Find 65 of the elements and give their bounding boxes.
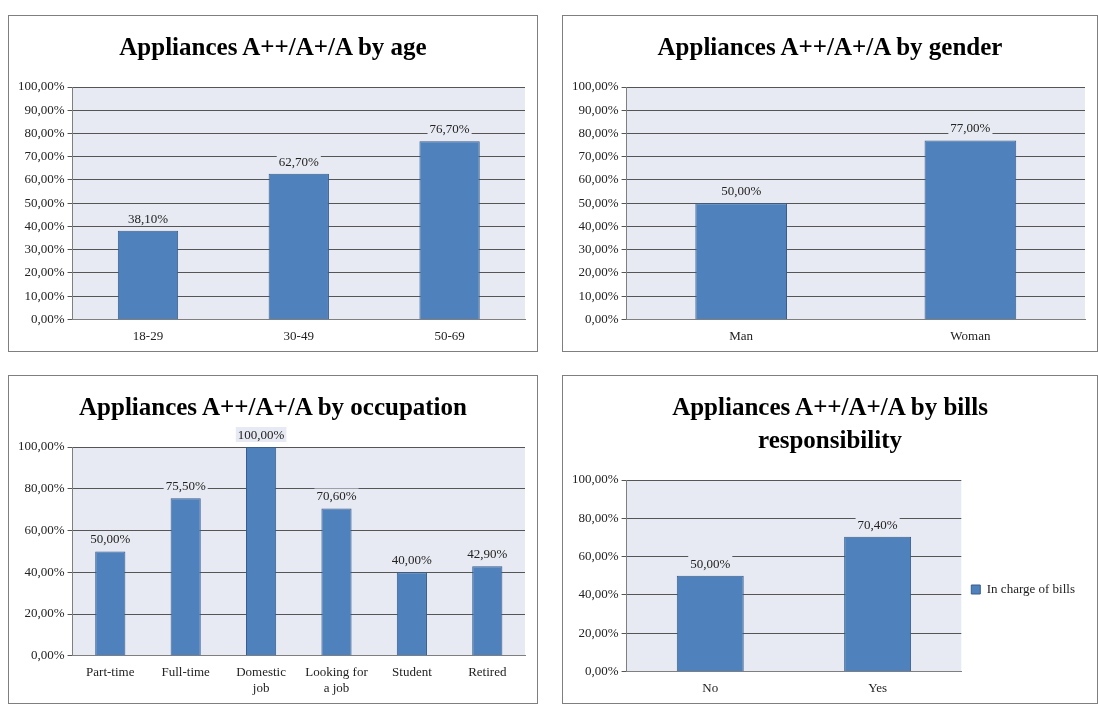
y-tick-label: 20,00% xyxy=(578,624,619,640)
y-tick-label: 80,00% xyxy=(578,509,619,525)
y-tick-label: 60,00% xyxy=(24,521,65,537)
x-tick-label: 30-49 xyxy=(283,327,314,343)
y-tick-label: 40,00% xyxy=(578,586,619,602)
data-label: 40,00% xyxy=(391,552,433,568)
y-tick-label: 100,00% xyxy=(571,471,619,487)
y-tick-label: 60,00% xyxy=(24,171,65,187)
chart-title: Appliances A++/A+/A by age xyxy=(118,32,428,62)
x-tick-label: 18-29 xyxy=(132,327,164,343)
y-tick-label: 60,00% xyxy=(578,547,619,563)
x-tick-label: Domestic job xyxy=(236,664,287,695)
x-tick-label: Student xyxy=(392,664,433,680)
x-tick-label: Yes xyxy=(868,679,888,695)
y-tick-label: 0,00% xyxy=(584,662,619,678)
x-tick-label: Retired xyxy=(468,664,507,680)
y-tick-label: 100,00% xyxy=(17,78,65,94)
chart-title: Appliances A++/A+/A by occupation xyxy=(78,392,468,422)
y-tick-label: 50,00% xyxy=(24,194,65,210)
data-label: 77,00% xyxy=(950,120,991,136)
y-tick-label: 100,00% xyxy=(571,78,619,94)
data-label: 70,40% xyxy=(857,516,898,532)
y-tick-label: 70,00% xyxy=(578,148,619,164)
y-tick-label: 90,00% xyxy=(578,101,619,117)
data-label: 42,90% xyxy=(467,546,508,562)
legend-label: In charge of bills xyxy=(986,580,1076,596)
data-label: 50,00% xyxy=(90,531,131,547)
y-tick-label: 80,00% xyxy=(24,480,65,496)
chart-title: Appliances A++/A+/A by bills responsibility xyxy=(671,392,989,455)
y-tick-label: 10,00% xyxy=(24,287,65,303)
y-tick-label: 40,00% xyxy=(24,563,65,579)
data-label: 76,70% xyxy=(429,121,470,137)
y-tick-label: 50,00% xyxy=(578,194,619,210)
x-tick-label: Looking for a job xyxy=(305,664,369,695)
y-tick-label: 20,00% xyxy=(24,264,65,280)
x-tick-label: Part-time xyxy=(86,664,135,680)
y-tick-label: 10,00% xyxy=(578,287,619,303)
data-label: 62,70% xyxy=(278,153,319,169)
y-tick-label: 80,00% xyxy=(578,124,619,140)
y-tick-label: 20,00% xyxy=(578,264,619,280)
y-tick-label: 80,00% xyxy=(24,124,65,140)
y-tick-label: 70,00% xyxy=(24,148,65,164)
x-tick-label: Full-time xyxy=(161,664,211,680)
x-tick-label: Woman xyxy=(950,327,991,343)
data-label: 50,00% xyxy=(690,555,731,571)
y-tick-label: 30,00% xyxy=(578,241,619,257)
x-tick-label: No xyxy=(702,679,719,695)
y-tick-label: 90,00% xyxy=(24,101,65,117)
data-label: 100,00% xyxy=(237,426,285,442)
data-label: 70,60% xyxy=(316,488,357,504)
data-label: 75,50% xyxy=(165,478,206,494)
y-tick-label: 0,00% xyxy=(30,647,65,663)
y-tick-label: 0,00% xyxy=(584,310,619,326)
chart-title: Appliances A++/A+/A by gender xyxy=(656,32,1004,62)
y-tick-label: 0,00% xyxy=(30,310,65,326)
y-tick-label: 100,00% xyxy=(17,438,65,454)
y-tick-label: 40,00% xyxy=(578,217,619,233)
y-tick-label: 30,00% xyxy=(24,241,65,257)
y-tick-label: 20,00% xyxy=(24,605,65,621)
x-tick-label: Man xyxy=(729,327,754,343)
data-label: 38,10% xyxy=(127,210,169,226)
y-tick-label: 60,00% xyxy=(578,171,619,187)
x-tick-label: 50-69 xyxy=(434,327,465,343)
y-tick-label: 40,00% xyxy=(24,217,65,233)
data-label: 50,00% xyxy=(721,183,762,199)
